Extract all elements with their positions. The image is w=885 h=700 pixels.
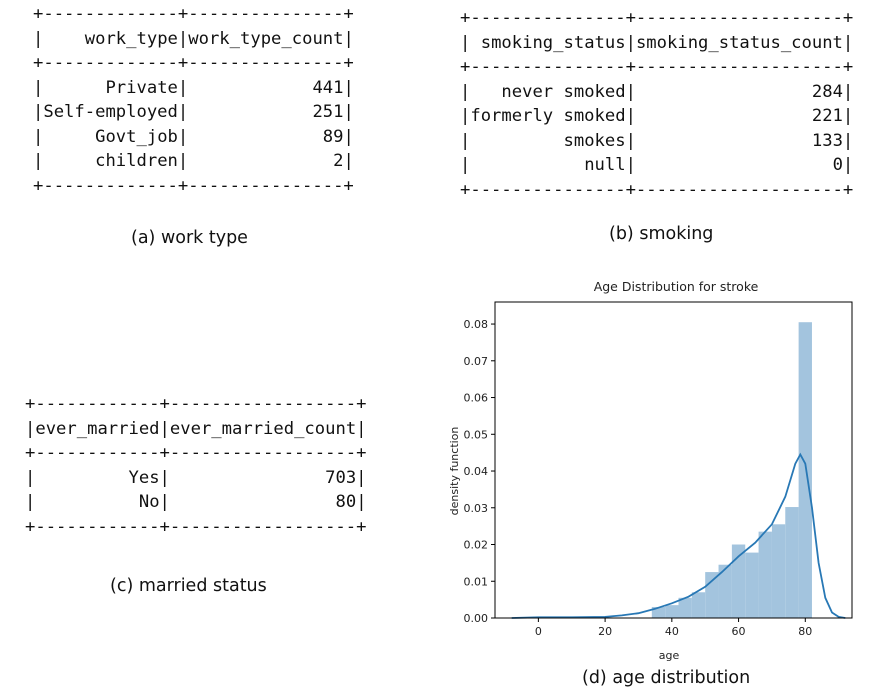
x-tick-label: 60: [732, 625, 746, 638]
table-cell: Yes: [128, 467, 160, 488]
plot-frame: [494, 301, 853, 619]
table-cell: null: [584, 155, 626, 175]
caption-age-distribution: (d) age distribution: [582, 668, 751, 688]
histogram-bar: [678, 597, 692, 618]
y-tick-label: 0.03: [464, 502, 489, 515]
table-cell: 89: [322, 126, 344, 147]
table-cell: 251: [312, 102, 344, 122]
table-border: +---------------+--------------------+: [460, 8, 854, 28]
table-border: +-------------+---------------+: [33, 4, 354, 24]
column-header: smoking_status_count: [635, 32, 843, 53]
age-distribution-chart: Age Distribution for stroke 0 20 40 60 80 0.…: [448, 279, 853, 662]
histogram-bar: [651, 606, 666, 618]
kde-curve: [511, 452, 846, 619]
work-type-table: +-------------+---------------+ | work_t…: [33, 4, 354, 196]
table-border: +------------+------------------+: [25, 443, 367, 463]
x-tick-label: 20: [598, 625, 612, 638]
table-cell: 703: [325, 467, 357, 488]
histogram-bar: [691, 592, 706, 618]
table-cell: Govt_job: [95, 126, 178, 147]
table-cell: children: [95, 151, 178, 171]
x-tick-label: 40: [665, 625, 679, 638]
table-cell: No: [138, 492, 160, 512]
x-tick-label: 80: [798, 625, 812, 638]
table-cell: 80: [335, 492, 357, 512]
histogram-bar: [798, 322, 812, 618]
married-table: +------------+------------------+ |ever_…: [25, 394, 367, 537]
column-header: work_type: [84, 28, 178, 49]
smoking-table: +---------------+--------------------+ |…: [460, 8, 854, 200]
table-cell: 133: [811, 130, 843, 151]
table-cell: 0: [832, 155, 843, 175]
y-axis-label: density function: [448, 427, 461, 516]
table-cell: 441: [312, 77, 344, 98]
table-cell: never smoked: [501, 81, 626, 102]
histogram-bar: [745, 552, 759, 618]
table-border: +-------------+---------------+: [33, 175, 354, 196]
histogram-bar: [731, 544, 746, 618]
axes-frame: [494, 301, 853, 619]
caption-married-status: (c) married status: [110, 576, 267, 596]
caption-smoking: (b) smoking: [609, 224, 714, 244]
y-tick-label: 0.04: [464, 465, 489, 478]
table-border: +---------------+--------------------+: [460, 179, 854, 200]
table-border: +------------+------------------+: [25, 516, 367, 537]
column-header: work_type_count: [188, 28, 344, 49]
table-border: +-------------+---------------+: [33, 53, 354, 73]
y-tick-label: 0.02: [464, 539, 489, 552]
y-tick-label: 0.00: [464, 612, 489, 625]
table-cell: 221: [811, 106, 843, 126]
histogram-bar: [705, 572, 719, 618]
caption-work-type: (a) work type: [131, 228, 248, 248]
column-header: ever_married: [35, 418, 160, 439]
y-tick-label: 0.06: [464, 392, 489, 405]
y-axis-ticks: 0.00 0.01 0.02 0.03 0.04 0.05 0.06 0.07 0.08: [464, 318, 495, 625]
histogram-bars: [651, 322, 812, 618]
table-cell: 2: [333, 151, 344, 171]
y-tick-label: 0.08: [464, 318, 489, 331]
x-axis-label: age: [659, 649, 680, 662]
table-cell: 284: [811, 81, 843, 102]
table-border: +---------------+--------------------+: [460, 57, 854, 77]
histogram-bar: [785, 507, 799, 618]
chart-title: Age Distribution for stroke: [594, 279, 759, 294]
histogram-bar: [665, 605, 679, 618]
table-border: +------------+------------------+: [25, 394, 367, 414]
table-cell: Private: [105, 77, 178, 98]
y-tick-label: 0.07: [464, 355, 489, 368]
x-tick-label: 0: [535, 625, 542, 638]
column-header: ever_married_count: [169, 418, 357, 439]
x-axis-ticks: 0 20 40 60 80: [535, 618, 812, 638]
histogram-bar: [758, 531, 772, 618]
table-cell: Self-employed: [43, 102, 178, 122]
histogram-bar: [718, 564, 732, 618]
y-tick-label: 0.05: [464, 428, 489, 441]
histogram-bar: [771, 524, 786, 618]
y-tick-label: 0.01: [464, 575, 489, 588]
table-cell: smokes: [563, 130, 626, 151]
column-header: smoking_status: [480, 32, 626, 53]
table-cell: formerly smoked: [470, 106, 626, 126]
